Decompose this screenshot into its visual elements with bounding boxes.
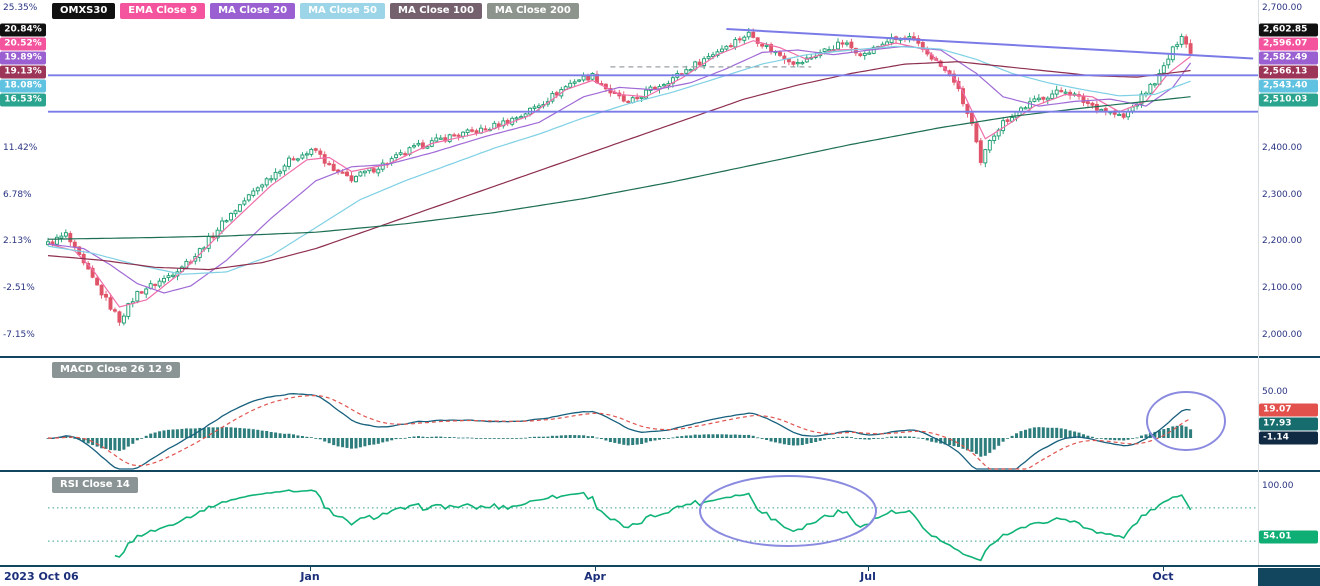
right-axis-price-badge: 2,566.13 (1259, 65, 1318, 79)
overlay-line[interactable] (47, 40, 1191, 308)
candlestick-layer[interactable] (46, 27, 1193, 326)
legend-bar: OMXS30 EMA Close 9 MA Close 20 MA Close … (52, 3, 579, 19)
left-axis-price-badge: 19.89% (0, 51, 46, 65)
legend-ma200[interactable]: MA Close 200 (486, 3, 579, 19)
overlay-line[interactable] (48, 96, 1191, 240)
left-axis-label: 6.78% (3, 190, 32, 200)
legend-instrument[interactable]: OMXS30 (52, 3, 116, 19)
price-macd-separator (0, 356, 1320, 358)
legend-ma20[interactable]: MA Close 20 (210, 3, 296, 19)
right-axis-price-badge: -1.14 (1259, 431, 1318, 445)
left-axis-label: 25.35% (3, 3, 38, 13)
trendline[interactable] (726, 28, 1254, 60)
right-axis-label: 50.00 (1262, 387, 1288, 397)
rsi-annotation-ellipse[interactable] (699, 475, 877, 547)
right-axis-label: 2,200.00 (1262, 236, 1303, 246)
overlay-line[interactable] (47, 45, 1191, 275)
macd-annotation-ellipse[interactable] (1146, 391, 1226, 451)
right-axis-price-badge: 2,582.49 (1259, 51, 1318, 65)
bottom-right-corner (1258, 568, 1320, 586)
right-axis-price-badge: 54.01 (1259, 530, 1318, 544)
left-axis-label: 2.13% (3, 236, 32, 246)
macd-rsi-separator (0, 470, 1320, 472)
overlay-line[interactable] (47, 61, 1191, 271)
macd-layer[interactable] (46, 393, 1193, 470)
time-axis-label: Jul (860, 570, 876, 583)
right-axis-label: 100.00 (1262, 481, 1294, 491)
macd-panel-label[interactable]: MACD Close 26 12 9 (52, 362, 181, 378)
right-axis-price-badge: 2,602.85 (1259, 23, 1318, 37)
overlay-line[interactable] (47, 45, 1192, 294)
time-axis-tick (310, 566, 311, 571)
legend-ma50[interactable]: MA Close 50 (300, 3, 386, 19)
right-axis-label: 2,700.00 (1262, 3, 1303, 13)
rsi-timeaxis-separator (0, 565, 1320, 567)
time-axis-tick (1163, 566, 1164, 571)
time-axis-label: Apr (584, 570, 606, 583)
left-axis-label: -2.51% (3, 283, 35, 293)
right-axis-price-badge: 2,596.07 (1259, 37, 1318, 51)
left-axis-label: -7.15% (3, 330, 35, 340)
left-axis-price-badge: 19.13% (0, 65, 46, 79)
right-axis-border (1258, 0, 1259, 565)
right-axis-price-badge: 2,510.03 (1259, 93, 1318, 107)
right-axis-label: 2,400.00 (1262, 143, 1303, 153)
time-axis-tick (868, 566, 869, 571)
right-axis-label: 2,300.00 (1262, 190, 1303, 200)
left-axis-label: 11.42% (3, 143, 38, 153)
rsi-panel-label[interactable]: RSI Close 14 (52, 477, 138, 493)
right-axis-price-badge: 2,543.40 (1259, 79, 1318, 93)
right-axis-label: 2,000.00 (1262, 330, 1303, 340)
time-axis-tick (595, 566, 596, 571)
time-axis-label: 2023 Oct 06 (4, 570, 79, 583)
legend-ma100[interactable]: MA Close 100 (390, 3, 482, 19)
left-axis-price-badge: 20.84% (0, 23, 46, 37)
left-axis-price-badge: 16.53% (0, 93, 46, 107)
time-axis-label: Oct (1152, 570, 1174, 583)
time-axis-label: Jan (300, 570, 320, 583)
right-axis-price-badge: 19.07 (1259, 403, 1318, 417)
left-axis-price-badge: 18.08% (0, 79, 46, 93)
rsi-line[interactable] (114, 489, 1192, 562)
right-axis-label: 2,100.00 (1262, 283, 1303, 293)
left-axis-price-badge: 20.52% (0, 37, 46, 51)
right-axis-price-badge: 17.93 (1259, 417, 1318, 431)
legend-ema9[interactable]: EMA Close 9 (120, 3, 206, 19)
